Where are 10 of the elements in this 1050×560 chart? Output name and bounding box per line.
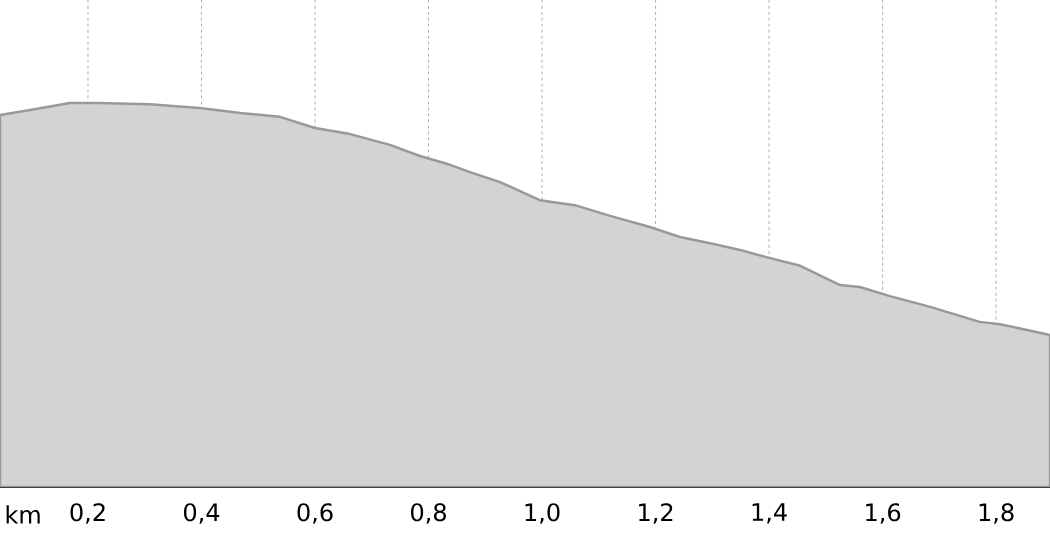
x-axis-title: km (6, 505, 40, 524)
x-tick-label: 0,8 (411, 503, 446, 524)
x-tick-label: 0,4 (183, 503, 220, 524)
x-tick-label: 0,6 (297, 503, 333, 524)
x-tick-label: 1,8 (979, 503, 1014, 524)
x-tick-label: 1,2 (639, 503, 673, 524)
x-tick-label: 1,0 (525, 503, 560, 524)
x-tick-label: 1,6 (866, 503, 901, 524)
x-tick-label: 1,4 (752, 503, 787, 524)
x-tick-label: 0,2 (70, 503, 105, 524)
